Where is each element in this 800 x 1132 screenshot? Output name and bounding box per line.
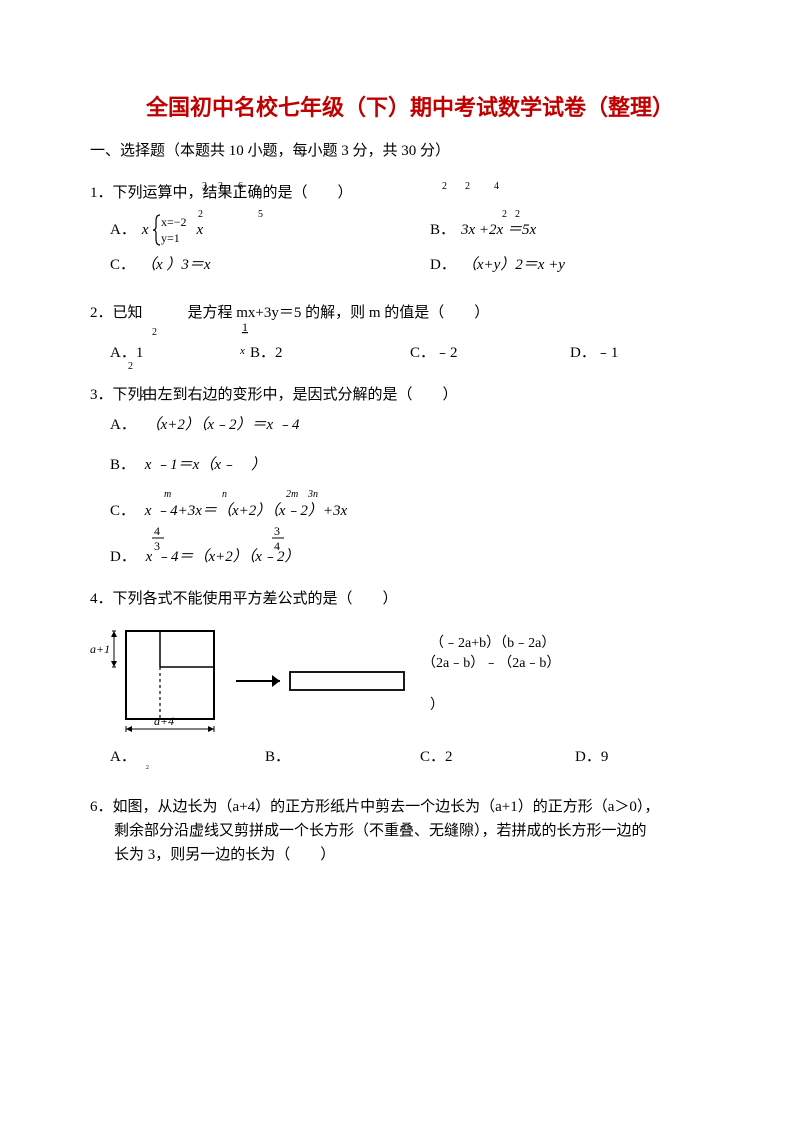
figure-row: a+1 a+4 （﹣2a+b）（b﹣2a） （2a﹣b）﹣（2a﹣b） ）	[90, 625, 730, 735]
opt-label: D．	[430, 253, 456, 277]
question-3: 2 3．下列由左到右边的变形中，是因式分解的是（ ） A． （x+2）（x﹣2）…	[90, 383, 730, 569]
opt-label: A．1	[110, 341, 143, 365]
side-text-3: ）	[430, 695, 444, 717]
q6-line2: 剩余部分沿虚线又剪拼成一个长方形（不重叠、无缝隙），若拼成的长方形一边的	[114, 819, 730, 843]
q5-options: A． ₂ B． C．2 D．9	[110, 745, 730, 769]
opt-label: C．	[110, 503, 135, 519]
q1-optA-tail: x	[197, 218, 204, 242]
q1-optD-text: （x+y）2＝x +y	[462, 253, 565, 277]
q3-optB: B． x ﹣1＝x（x﹣ ）	[90, 453, 730, 477]
q6-line3: 长为 3，则另一边的长为（ ）	[114, 843, 730, 867]
opt-label: B．	[265, 749, 290, 765]
q3-stem: 3．下列由左到右边的变形中，是因式分解的是（ ）	[90, 383, 730, 407]
q6-line1: 6．如图，从边长为（a+4）的正方形纸片中剪去一个边长为（a+1）的正方形（a＞…	[90, 795, 730, 819]
opt-label: A．	[110, 749, 136, 765]
page-root: 全国初中名校七年级（下）期中考试数学试卷（整理） 一、选择题（本题共 10 小题…	[0, 0, 800, 911]
cut-figure: a+1 a+4	[90, 625, 410, 735]
q3-sup-row: m n 2m 3n	[90, 487, 730, 499]
q1-optD: D． （x+y）2＝x +y	[410, 253, 730, 277]
svg-text:3: 3	[274, 525, 280, 538]
question-4: 4．下列各式不能使用平方差公式的是（ ）	[90, 587, 730, 611]
q3-options: A． （x+2）（x﹣2）＝x ﹣4 B． x ﹣1＝x（x﹣ ） m n 2m…	[90, 413, 730, 569]
q2-sup-block: 2 1	[90, 325, 730, 337]
opt-label: D．﹣1	[570, 341, 618, 365]
svg-text:y=1: y=1	[161, 231, 180, 245]
q3-optA-text: （x+2）（x﹣2）＝x ﹣4	[146, 417, 300, 433]
svg-text:x=−2: x=−2	[161, 215, 187, 229]
opt-label: A．	[110, 218, 136, 242]
q2-optA: A．1	[90, 341, 250, 365]
q2-optB-pre: x	[240, 343, 245, 361]
svg-text:a+4: a+4	[154, 714, 174, 728]
q2-optB: x B．2	[250, 341, 410, 365]
q5-optC: C．2	[420, 745, 575, 769]
q5-optD: D．9	[575, 745, 730, 769]
q1-optC-text: （x ）3＝x	[141, 253, 211, 277]
opt-label: B．2	[250, 341, 283, 365]
opt-label: D．9	[575, 749, 608, 765]
opt-label: B．	[430, 218, 455, 242]
q5-optA-sub: ₂	[146, 759, 150, 770]
q2-optC: C．﹣2	[410, 341, 570, 365]
q4-stem: 4．下列各式不能使用平方差公式的是（ ）	[90, 587, 730, 611]
q3-optD: D． x ﹣4＝（x+2）（x﹣2）	[90, 545, 730, 569]
svg-text:a+1: a+1	[90, 642, 110, 656]
q3-optA: A． （x+2）（x﹣2）＝x ﹣4	[90, 413, 730, 437]
q1-optA-x: x	[142, 218, 149, 242]
q1-stem: 1．下列运算中，结果正确的是（ ）	[90, 181, 730, 205]
svg-text:4: 4	[154, 525, 160, 538]
q3-optB-text: x ﹣1＝x（x﹣ ）	[145, 457, 266, 473]
svg-text:1: 1	[242, 321, 248, 334]
brace-icon: x=−2 y=1	[149, 213, 201, 247]
opt-label: C．	[110, 253, 135, 277]
q3-optD-text: x ﹣4＝（x+2）（x﹣2）	[146, 549, 300, 565]
q2-optD: D．﹣1	[570, 341, 730, 365]
q1-optA: A． x x=−2 y=1 x	[90, 213, 410, 247]
opt-label: C．2	[420, 749, 453, 765]
exam-title: 全国初中名校七年级（下）期中考试数学试卷（整理）	[90, 90, 730, 125]
opt-label: D．	[110, 549, 136, 565]
q5-optB: B．	[265, 745, 420, 769]
q1-optC: C． （x ）3＝x	[90, 253, 410, 277]
section-heading: 一、选择题（本题共 10 小题，每小题 3 分，共 30 分）	[90, 139, 730, 163]
q2-stem: 2．已知 是方程 mx+3y＝5 的解，则 m 的值是（ ）	[90, 301, 730, 325]
q1-optB-text: 3x +2x ＝5x	[461, 218, 536, 242]
opt-label: A．	[110, 417, 136, 433]
question-6: 6．如图，从边长为（a+4）的正方形纸片中剪去一个边长为（a+1）的正方形（a＞…	[90, 795, 730, 867]
q3-frac-row: 4 3 3 4	[90, 525, 730, 545]
q1-optB: B． 3x +2x ＝5x	[410, 213, 730, 247]
opt-label: B．	[110, 457, 135, 473]
q3-optC: C． x ﹣4+3x＝（x+2）（x﹣2）+3x	[90, 499, 730, 523]
q3-optC-text: x ﹣4+3x＝（x+2）（x﹣2）+3x	[145, 503, 347, 519]
q5-optA: A． ₂	[110, 745, 265, 769]
question-1: 3 3 6 2 2 4 1．下列运算中，结果正确的是（ ） 2 5 2 2 A．…	[90, 181, 730, 283]
q2-options: A．1 x B．2 C．﹣2 D．﹣1	[90, 341, 730, 365]
question-2: 2．已知 是方程 mx+3y＝5 的解，则 m 的值是（ ） 2 1 A．1 x…	[90, 301, 730, 365]
side-text-2: （2a﹣b）﹣（2a﹣b）	[422, 653, 560, 675]
q2-sup2: 2	[128, 359, 133, 375]
opt-label: C．﹣2	[410, 341, 458, 365]
q1-options: A． x x=−2 y=1 x B． 3x +2x ＝5x C． （x ）3＝x	[90, 213, 730, 283]
q2-sup1: 2	[152, 325, 157, 341]
